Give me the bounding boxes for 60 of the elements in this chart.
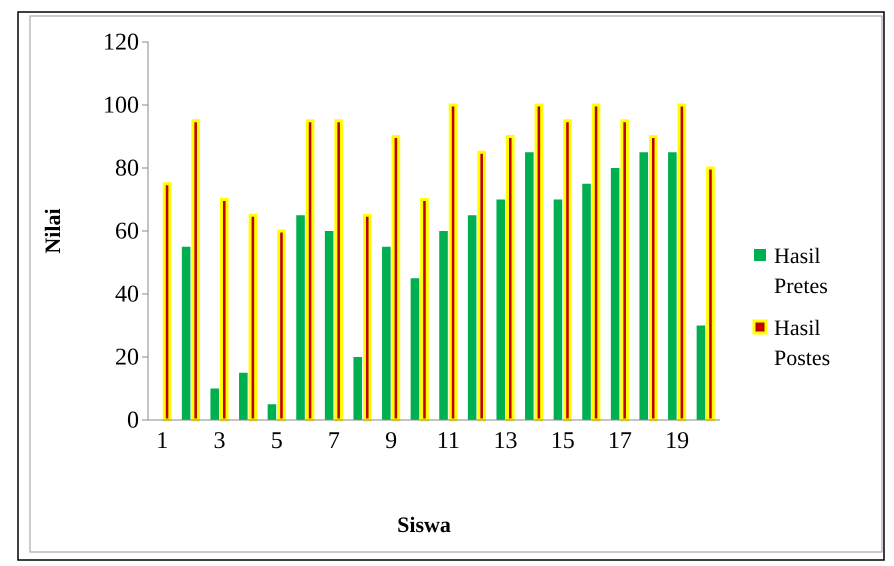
x-axis-title: Siswa xyxy=(397,512,451,537)
y-tick-label: 60 xyxy=(115,218,139,245)
x-tick-label: 17 xyxy=(608,428,632,454)
bar xyxy=(496,200,506,420)
y-tick-label: 100 xyxy=(103,92,139,119)
x-tick-label: 5 xyxy=(270,428,283,454)
y-tick-label: 0 xyxy=(127,408,139,434)
bar xyxy=(382,246,391,420)
legend-label: Hasil Pretes xyxy=(774,243,828,298)
bar xyxy=(277,230,286,422)
x-tick-label: 1 xyxy=(156,428,168,454)
x-tick-label: 19 xyxy=(665,428,690,454)
bar xyxy=(306,119,314,422)
y-tick-label: 80 xyxy=(115,156,139,182)
bar xyxy=(439,231,448,420)
bar xyxy=(534,104,544,422)
bar xyxy=(210,388,220,420)
x-tick-label: 13 xyxy=(494,428,518,454)
bar xyxy=(696,326,706,420)
x-tick-label: 15 xyxy=(550,428,575,454)
bar xyxy=(706,166,715,422)
bar xyxy=(268,404,276,420)
bar xyxy=(448,104,458,422)
y-tick-label: 120 xyxy=(103,30,139,56)
x-tick-label: 9 xyxy=(385,428,398,454)
bar xyxy=(324,231,334,420)
bar xyxy=(582,184,591,420)
bar xyxy=(620,119,629,422)
bar xyxy=(410,278,420,420)
bar xyxy=(191,119,200,422)
bar xyxy=(392,135,400,422)
bar xyxy=(239,372,248,420)
x-tick-label: 3 xyxy=(214,428,226,454)
bar xyxy=(477,150,486,422)
bar xyxy=(468,215,476,420)
x-tick-label: 11 xyxy=(436,428,460,454)
bar xyxy=(563,119,572,422)
x-tick-label: 7 xyxy=(328,428,340,454)
bar xyxy=(296,215,305,420)
bar xyxy=(182,246,190,420)
bar xyxy=(668,152,677,420)
bar xyxy=(248,214,258,422)
bar xyxy=(162,182,172,422)
bar xyxy=(610,168,620,420)
y-tick-label: 20 xyxy=(115,344,139,371)
y-axis-title: Nilai xyxy=(40,208,65,254)
bar xyxy=(554,200,562,420)
bar xyxy=(334,119,343,422)
bar xyxy=(506,135,515,422)
bar xyxy=(648,135,658,422)
legend-label: Hasil Postes xyxy=(774,315,830,370)
bar xyxy=(639,152,648,420)
y-tick-label: 40 xyxy=(115,282,139,308)
bar xyxy=(592,104,600,422)
bar xyxy=(220,198,229,422)
bar xyxy=(678,104,686,422)
bar xyxy=(362,214,372,422)
bar xyxy=(353,357,362,420)
bar xyxy=(420,198,429,422)
bar xyxy=(525,152,534,420)
